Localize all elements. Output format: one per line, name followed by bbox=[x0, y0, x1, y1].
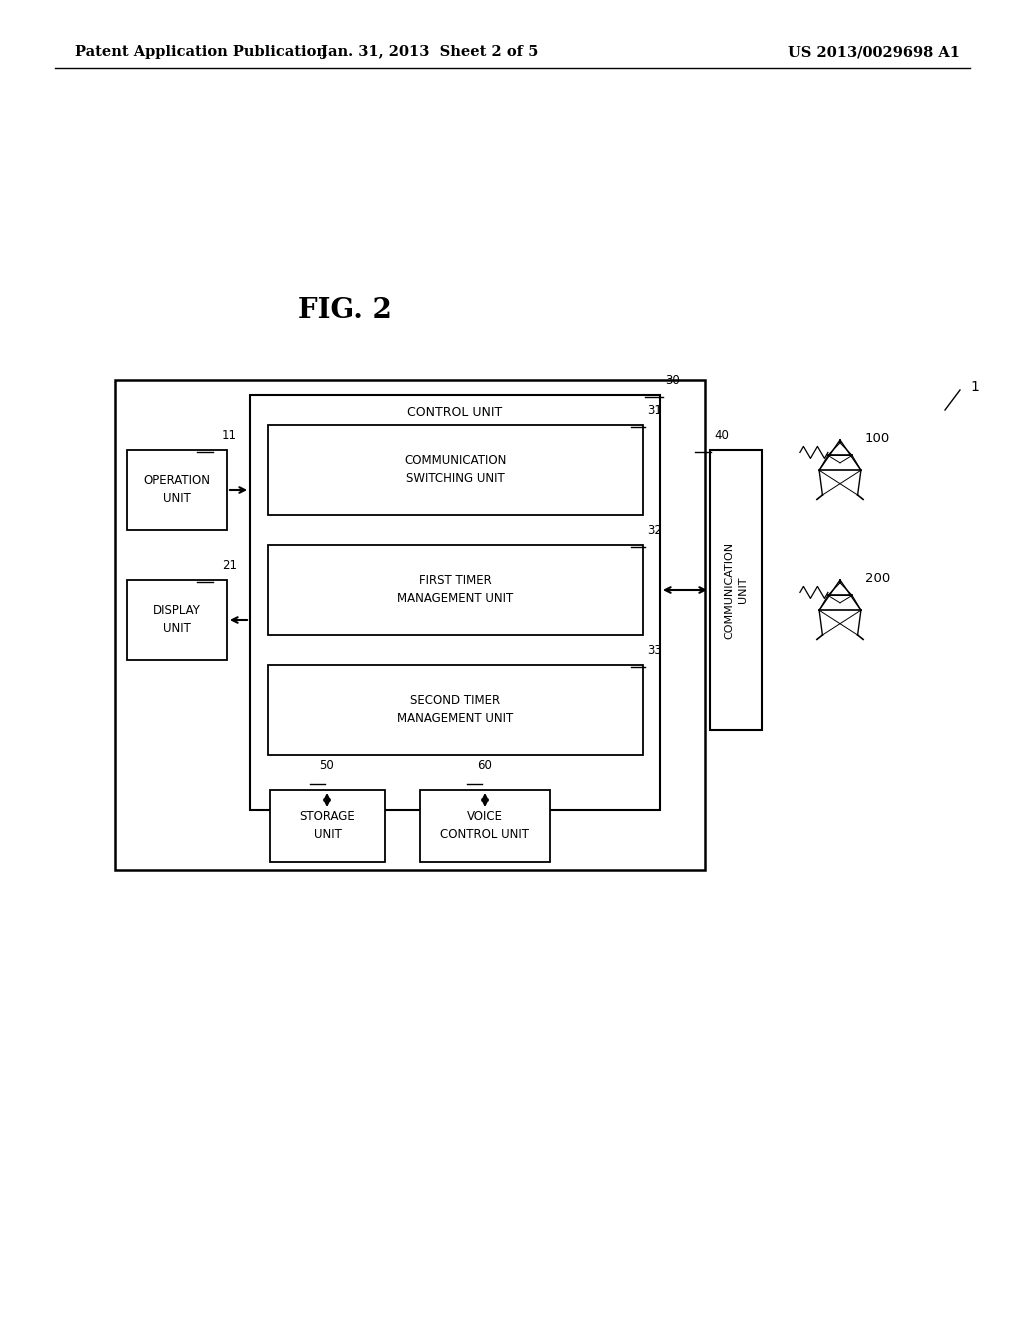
Text: FIG. 2: FIG. 2 bbox=[298, 297, 392, 323]
Text: Patent Application Publication: Patent Application Publication bbox=[75, 45, 327, 59]
Text: Jan. 31, 2013  Sheet 2 of 5: Jan. 31, 2013 Sheet 2 of 5 bbox=[322, 45, 539, 59]
Text: CONTROL UNIT: CONTROL UNIT bbox=[408, 407, 503, 420]
Text: 11: 11 bbox=[222, 429, 237, 442]
Text: SECOND TIMER
MANAGEMENT UNIT: SECOND TIMER MANAGEMENT UNIT bbox=[397, 694, 514, 726]
Bar bbox=[268, 665, 643, 755]
Bar bbox=[127, 450, 227, 531]
Text: 100: 100 bbox=[864, 432, 890, 445]
Text: US 2013/0029698 A1: US 2013/0029698 A1 bbox=[788, 45, 961, 59]
Text: FIRST TIMER
MANAGEMENT UNIT: FIRST TIMER MANAGEMENT UNIT bbox=[397, 574, 514, 606]
Text: COMMUNICATION
UNIT: COMMUNICATION UNIT bbox=[724, 541, 748, 639]
Text: 40: 40 bbox=[714, 429, 729, 442]
Text: 1: 1 bbox=[970, 380, 979, 393]
Text: 32: 32 bbox=[647, 524, 662, 537]
Text: OPERATION
UNIT: OPERATION UNIT bbox=[143, 474, 211, 506]
Text: 31: 31 bbox=[647, 404, 662, 417]
Bar bbox=[270, 789, 385, 862]
Bar bbox=[115, 380, 705, 870]
Bar bbox=[710, 450, 762, 730]
Text: STORAGE
UNIT: STORAGE UNIT bbox=[300, 810, 355, 842]
Text: COMMUNICATION
SWITCHING UNIT: COMMUNICATION SWITCHING UNIT bbox=[404, 454, 507, 486]
Text: DISPLAY
UNIT: DISPLAY UNIT bbox=[153, 605, 201, 635]
Text: 60: 60 bbox=[477, 759, 492, 772]
Text: 21: 21 bbox=[222, 558, 237, 572]
Bar bbox=[420, 789, 550, 862]
Text: 30: 30 bbox=[665, 374, 680, 387]
Bar bbox=[268, 545, 643, 635]
Text: VOICE
CONTROL UNIT: VOICE CONTROL UNIT bbox=[440, 810, 529, 842]
Bar bbox=[250, 395, 660, 810]
Text: 33: 33 bbox=[647, 644, 662, 657]
Text: 200: 200 bbox=[864, 572, 890, 585]
Bar bbox=[268, 425, 643, 515]
Bar bbox=[127, 579, 227, 660]
Text: 50: 50 bbox=[319, 759, 334, 772]
